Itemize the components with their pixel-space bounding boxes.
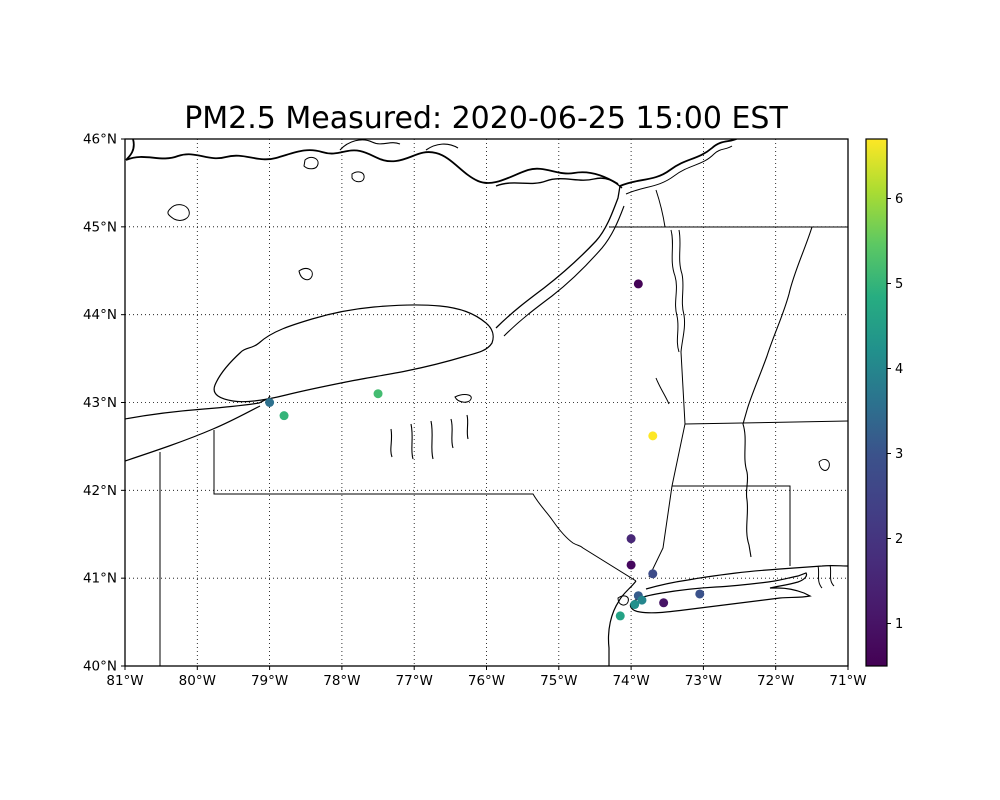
colorbar-ticks-layer: 1 2 3 4 5 6 bbox=[887, 192, 903, 632]
ny-vt-ma-border bbox=[671, 351, 686, 487]
st-lawrence-montreal bbox=[619, 139, 739, 187]
lake-george bbox=[655, 377, 670, 405]
data-point bbox=[265, 398, 275, 407]
montreal-braid bbox=[495, 177, 623, 189]
data-point bbox=[648, 569, 658, 579]
richelieu-river bbox=[655, 189, 666, 228]
x-tick-label: 74°W bbox=[612, 673, 649, 689]
coastlines-layer bbox=[125, 139, 848, 666]
x-tick-label: 78°W bbox=[323, 673, 360, 689]
y-tick-label: 41°N bbox=[83, 571, 117, 587]
st-lawrence-river bbox=[495, 185, 621, 329]
data-point bbox=[373, 389, 383, 399]
colorbar-gradient bbox=[866, 139, 887, 666]
small-lakes bbox=[167, 156, 830, 471]
st-lawrence-river-south-bank bbox=[503, 205, 625, 337]
lake-erie-north-shore bbox=[125, 398, 268, 420]
st-lawrence-montreal-bank bbox=[625, 145, 733, 195]
lake-erie-south-shore bbox=[125, 405, 261, 462]
colorbar-tick-label: 6 bbox=[895, 192, 903, 207]
data-points-layer bbox=[265, 279, 705, 621]
x-tick-label: 80°W bbox=[179, 673, 216, 689]
plot-title: PM2.5 Measured: 2020-06-25 15:00 EST bbox=[184, 101, 788, 136]
lake-ontario bbox=[213, 304, 494, 403]
ny-ct-border bbox=[648, 485, 673, 578]
colorbar-tick-label: 5 bbox=[895, 277, 903, 292]
x-tick-label: 76°W bbox=[468, 673, 505, 689]
y-tick-label: 44°N bbox=[83, 307, 117, 323]
colorbar-tick-label: 4 bbox=[895, 362, 903, 377]
x-tick-label: 72°W bbox=[757, 673, 794, 689]
long-island bbox=[629, 572, 812, 614]
vt-nh-ma-border bbox=[684, 420, 848, 425]
colorbar-tick-label: 3 bbox=[895, 447, 903, 462]
oneida-lake bbox=[454, 394, 472, 403]
x-tick-label: 77°W bbox=[396, 673, 433, 689]
narragansett-bays bbox=[817, 564, 835, 589]
y-tick-label: 43°N bbox=[83, 395, 117, 411]
data-point bbox=[630, 600, 640, 610]
connecticut-coast bbox=[645, 564, 848, 590]
data-point bbox=[648, 431, 658, 441]
data-point bbox=[633, 279, 643, 289]
lake-champlain-west bbox=[670, 229, 680, 353]
y-tick-label: 46°N bbox=[83, 132, 117, 148]
data-point bbox=[626, 560, 636, 570]
colorbar-frame bbox=[865, 138, 888, 667]
lake-champlain-east bbox=[678, 229, 686, 353]
x-tick-label: 71°W bbox=[829, 673, 866, 689]
y-tick-label: 45°N bbox=[83, 219, 117, 235]
finger-lakes bbox=[390, 414, 469, 460]
colorbar-tick-label: 2 bbox=[895, 532, 903, 547]
data-point bbox=[637, 595, 647, 605]
x-tick-label: 81°W bbox=[106, 673, 143, 689]
ct-ma-ri-border bbox=[672, 485, 791, 566]
x-tick-label: 73°W bbox=[685, 673, 722, 689]
colorbar-tick-label: 1 bbox=[895, 617, 903, 632]
data-point bbox=[659, 598, 669, 608]
y-tick-label: 42°N bbox=[83, 483, 117, 499]
axis-ticks-layer: 81°W 80°W 79°W 78°W 77°W 76°W 75°W 74°W 73°W 72°W… bbox=[83, 132, 867, 690]
ny-pa-nj-border bbox=[213, 430, 637, 582]
ottawa-river-branch bbox=[339, 139, 459, 151]
ottawa-river bbox=[125, 139, 619, 185]
data-point bbox=[279, 411, 289, 421]
colorbar: 1 2 3 4 5 6 bbox=[865, 138, 903, 667]
x-tick-label: 79°W bbox=[251, 673, 288, 689]
data-point bbox=[695, 589, 705, 599]
data-point bbox=[626, 534, 636, 544]
data-point bbox=[615, 611, 625, 621]
x-tick-label: 75°W bbox=[540, 673, 577, 689]
new-jersey-coast bbox=[607, 580, 637, 666]
connecticut-river bbox=[742, 226, 813, 558]
gridlines-layer bbox=[124, 138, 849, 667]
y-tick-label: 40°N bbox=[83, 659, 117, 675]
